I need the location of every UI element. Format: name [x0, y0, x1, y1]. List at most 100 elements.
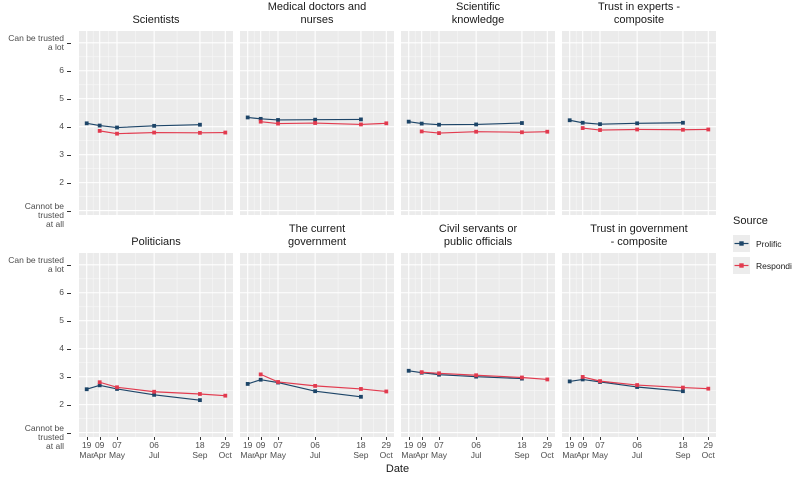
data-point-prolific: [276, 118, 280, 122]
x-tick-label: 06 Jul: [148, 440, 160, 460]
x-tick-label: 18 Sep: [675, 440, 691, 460]
y-tick-label: 3: [59, 371, 64, 382]
data-point-respondi: [706, 386, 711, 391]
data-point-prolific: [84, 121, 89, 126]
data-point-respondi: [474, 373, 479, 378]
y-tick-mark: [67, 182, 71, 184]
data-point-prolific: [580, 120, 585, 125]
x-tick-mark: [421, 437, 423, 440]
y-tick-mark: [67, 348, 71, 350]
x-tick-label: 29 Oct: [218, 440, 232, 460]
panel-background: [401, 253, 555, 437]
x-tick-mark: [682, 437, 684, 440]
x-tick-mark: [260, 437, 262, 440]
legend-key-point: [739, 263, 744, 268]
data-point-respondi: [258, 372, 263, 377]
data-point-respondi: [474, 129, 479, 134]
data-point-respondi: [635, 127, 640, 132]
data-point-respondi: [258, 119, 263, 124]
data-point-respondi: [152, 130, 157, 135]
data-point-prolific: [245, 115, 250, 120]
panel-background: [240, 253, 394, 437]
data-point-respondi: [419, 370, 424, 375]
y-axis-row-2: Can be trusted a lot 6 5 4 3 2 Cannot be trust…: [0, 253, 72, 450]
data-point-respondi: [359, 387, 363, 391]
x-tick-label: 09 Apr: [254, 440, 268, 460]
facet-panel-trust-in-government-composite: [562, 253, 716, 437]
data-point-respondi: [313, 383, 318, 388]
legend-key-glyph: [734, 241, 749, 246]
data-point-prolific: [598, 122, 602, 127]
x-tick-label: 19 Mar: [79, 440, 95, 460]
x-tick-label: 07 May: [108, 440, 126, 460]
data-point-respondi: [545, 129, 550, 134]
legend-item-label: Respondi: [756, 260, 792, 271]
x-axis-labels: 19 Mar 09 Apr 07 May 06 Jul 18 Sep 29 Oct: [79, 437, 233, 462]
y-tick-label: 5: [59, 93, 64, 104]
x-tick-label: 29 Oct: [701, 440, 715, 460]
data-point-prolific: [406, 119, 411, 124]
x-tick-mark: [360, 437, 362, 440]
x-tick-mark: [708, 437, 710, 440]
x-tick-mark: [225, 437, 227, 440]
facet-plot: [562, 31, 716, 215]
y-tick-mark: [67, 376, 71, 378]
data-point-respondi: [313, 121, 318, 125]
legend-title: Source: [733, 215, 768, 227]
panel-background: [79, 31, 233, 215]
x-tick-mark: [315, 437, 317, 440]
data-point-prolific: [115, 125, 119, 130]
data-point-respondi: [97, 380, 102, 385]
x-tick-mark: [439, 437, 441, 440]
data-point-respondi: [419, 129, 424, 134]
data-point-prolific: [198, 398, 202, 403]
y-tick-label: 4: [59, 121, 64, 132]
x-tick-mark: [476, 437, 478, 440]
data-point-prolific: [152, 392, 157, 397]
data-point-respondi: [598, 379, 602, 384]
x-tick-label: 06 Jul: [309, 440, 321, 460]
data-point-respondi: [97, 128, 102, 133]
x-axis-title: Date: [385, 463, 410, 475]
x-tick-mark: [86, 437, 88, 440]
x-tick-mark: [637, 437, 639, 440]
data-point-respondi: [223, 393, 228, 398]
data-point-prolific: [198, 122, 202, 127]
facet-title-medical-doctors-and-nurses: Medical doctors and nurses: [267, 1, 367, 26]
x-tick-label: 29 Oct: [540, 440, 554, 460]
data-point-respondi: [115, 385, 119, 390]
facet-panel-the-current-government: [240, 253, 394, 437]
x-tick-mark: [547, 437, 549, 440]
data-point-respondi: [384, 121, 389, 126]
facet-title-civil-servants-or-public-officials: Civil servants or public officials: [438, 223, 518, 248]
legend-key-point: [739, 241, 744, 246]
y-tick-label: Cannot be trusted at all: [24, 422, 64, 451]
data-point-prolific: [97, 383, 102, 388]
facet-plot: [562, 253, 716, 437]
x-tick-label: 06 Jul: [470, 440, 482, 460]
data-point-prolific: [635, 121, 640, 126]
data-point-respondi: [223, 130, 228, 135]
data-point-respondi: [681, 127, 685, 132]
y-tick-label: 6: [59, 287, 64, 298]
data-point-prolific: [567, 118, 572, 123]
y-tick-label: 4: [59, 343, 64, 354]
data-point-prolific: [258, 116, 263, 121]
x-tick-label: 19 Mar: [240, 440, 256, 460]
y-tick-mark: [67, 126, 71, 128]
data-point-respondi: [635, 383, 640, 387]
x-axis-labels: 19 Mar 09 Apr 07 May 06 Jul 18 Sep 29 Oct: [562, 437, 716, 462]
y-tick-mark: [67, 154, 71, 156]
x-tick-mark: [278, 437, 280, 440]
data-point-prolific: [245, 382, 250, 386]
data-point-prolific: [567, 379, 572, 384]
y-tick-mark: [67, 42, 71, 44]
y-tick-label: 2: [59, 177, 64, 188]
data-point-respondi: [580, 375, 585, 379]
facet-plot: [79, 31, 233, 215]
data-point-respondi: [115, 131, 119, 136]
facet-panel-medical-doctors-and-nurses: [240, 31, 394, 215]
data-point-prolific: [419, 121, 424, 126]
data-point-prolific: [580, 377, 585, 382]
x-axis-labels: 19 Mar 09 Apr 07 May 06 Jul 18 Sep 29 Oct: [401, 437, 555, 462]
